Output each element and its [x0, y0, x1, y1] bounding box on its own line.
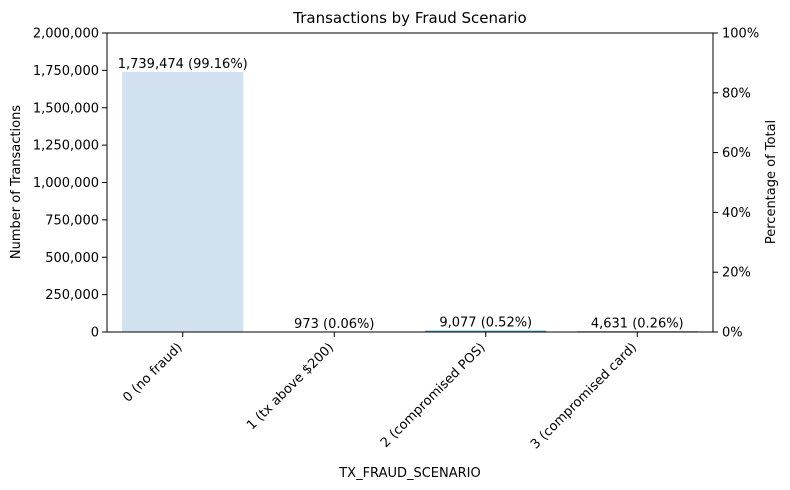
y-tick-label-7: 1,750,000 — [33, 64, 99, 79]
bar-2 — [425, 330, 547, 332]
chart-title: Transactions by Fraud Scenario — [292, 9, 526, 27]
plot-frame — [106, 32, 714, 333]
x-tick-label-1: 1 (tx above $200) — [244, 340, 337, 433]
y2-tick-label-3: 60% — [722, 146, 751, 161]
y2-axis-title: Percentage of Total — [764, 120, 779, 244]
x-tick-label-3: 3 (compromised card) — [528, 340, 640, 452]
y2-tick-label-4: 80% — [722, 86, 751, 101]
y-tick-label-0: 0 — [91, 326, 99, 341]
y2-tick-label-5: 100% — [722, 27, 759, 42]
y-tick-label-6: 1,500,000 — [33, 101, 99, 116]
y-tick-label-4: 1,000,000 — [33, 176, 99, 191]
bar-0 — [122, 71, 244, 332]
y-tick-label-3: 750,000 — [45, 213, 99, 228]
plot-area: 1,739,474 (99.16%) 973 (0.06%) 9,077 (0.52… — [33, 27, 759, 453]
y-tick-label-5: 1,250,000 — [33, 139, 99, 154]
y2-tick-label-0: 0% — [722, 326, 743, 341]
x-tick-label-0: 0 (no fraud) — [120, 340, 185, 405]
y-tick-label-1: 250,000 — [45, 288, 99, 303]
y2-tick-label-2: 40% — [722, 206, 751, 221]
data-label-1: 973 (0.06%) — [294, 317, 374, 332]
data-label-2: 9,077 (0.52%) — [439, 316, 532, 331]
x-axis-title: TX_FRAUD_SCENARIO — [338, 466, 481, 481]
x-tick-label-2: 2 (compromised POS) — [378, 340, 489, 451]
y-tick-label-2: 500,000 — [45, 251, 99, 266]
data-label-3: 4,631 (0.26%) — [591, 316, 684, 331]
y-tick-label-8: 2,000,000 — [33, 27, 99, 42]
y2-tick-label-1: 20% — [722, 266, 751, 281]
y-axis-title: Number of Transactions — [9, 105, 24, 259]
data-label-0: 1,739,474 (99.16%) — [118, 57, 248, 72]
